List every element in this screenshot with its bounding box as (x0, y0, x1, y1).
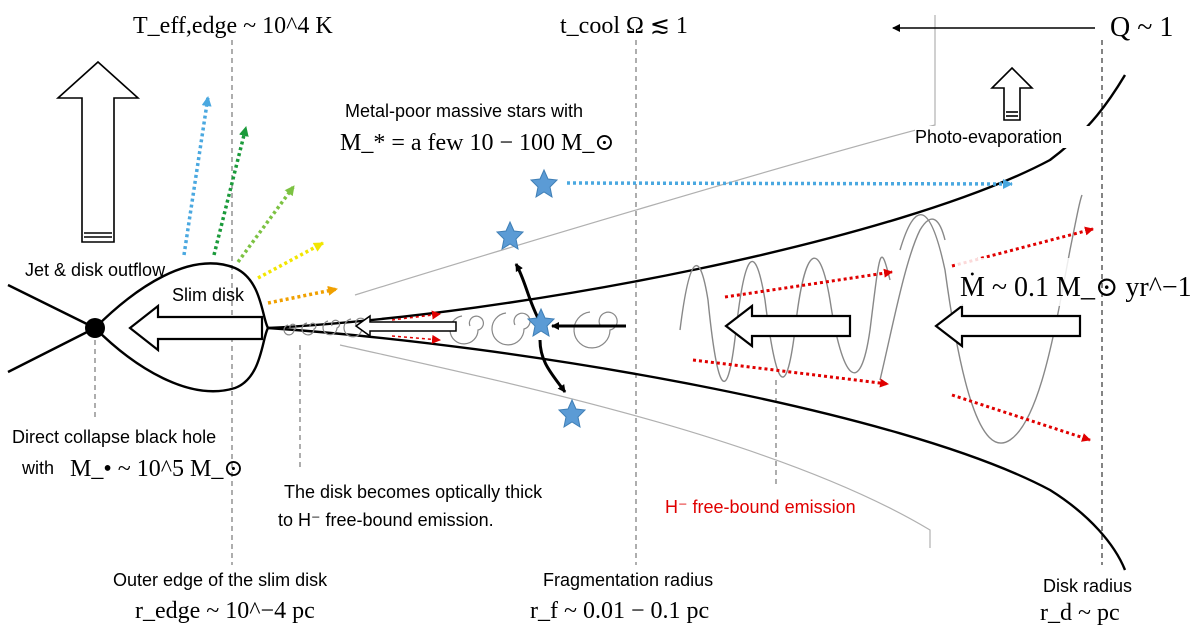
radiation-arrow-green (212, 126, 249, 256)
disk-radius-label: Disk radius (1043, 576, 1132, 596)
frag-radius-label: Fragmentation radius (543, 570, 713, 590)
radiation-arrow-lightgreen (236, 184, 296, 264)
black-hole-icon (85, 318, 105, 338)
star-icon (495, 220, 525, 251)
outer-disk-upper (267, 74, 1127, 330)
optically-thick-line2: to H⁻ free-bound emission. (278, 510, 494, 530)
r-edge-label: r_edge ~ 10^−4 pc (135, 598, 315, 624)
reference-lines (94, 40, 1103, 565)
inner-inflow-arrow (354, 314, 457, 338)
stars (495, 168, 587, 429)
jet-outflow-label: Jet & disk outflow (25, 260, 166, 280)
outer-edge-label: Outer edge of the slim disk (113, 570, 328, 590)
radiation-arrow-yellow (257, 241, 324, 280)
dcbh-label-line1: Direct collapse black hole (12, 427, 216, 447)
slim-disk-inflow-arrow (128, 303, 264, 353)
slim-disk-label: Slim disk (172, 285, 245, 305)
hminus-emission-label: H⁻ free-bound emission (665, 497, 856, 517)
t-cool-label: t_cool Ω ≲ 1 (560, 13, 688, 39)
lower-guide-line (339, 344, 931, 548)
outer-disk-lower (267, 326, 1127, 571)
photoevaporation-arrow-icon (990, 66, 1034, 121)
jet-arrow-icon (55, 60, 141, 243)
slim-disk-upper (94, 262, 270, 329)
left-cross-lower (7, 326, 96, 374)
guide-lines (339, 15, 936, 548)
disk-waves (679, 194, 1083, 444)
r-f-label: r_f ~ 0.01 − 0.1 pc (530, 598, 709, 624)
inflow-arrows (128, 303, 1082, 353)
outer-inflow-arrow (934, 303, 1082, 349)
mid-inflow-arrow (724, 303, 852, 349)
r-d-label: r_d ~ pc (1040, 600, 1120, 626)
photo-evaporation-label: Photo-evaporation (915, 127, 1062, 147)
t-eff-edge-label: T_eff,edge ~ 10^4 K (133, 13, 333, 39)
dcbh-mass-label: M_• ~ 10^5 M_⊙ (70, 456, 243, 482)
star-ejection-arrows (514, 263, 626, 393)
metal-poor-title: Metal-poor massive stars with (345, 101, 583, 121)
mdot-label: Ṁ ~ 0.1 M_⊙ yr^−1 (960, 272, 1192, 303)
star-icon (529, 168, 559, 199)
metal-poor-mass: M_* = a few 10 − 100 M_⊙ (340, 130, 615, 156)
left-cross-upper (7, 283, 96, 330)
radiation-arrow-blue (182, 96, 212, 256)
star-icon (557, 398, 587, 429)
slim-disk-lower (94, 327, 270, 393)
upper-guide-line (354, 15, 936, 296)
radiation-arrows (182, 96, 1013, 305)
radiation-arrow-orange (267, 285, 338, 305)
q-label: Q ~ 1 (1110, 12, 1173, 43)
dcbh-label-prefix: with (21, 458, 54, 478)
radiation-arrow-star-blue (566, 178, 1013, 189)
optically-thick-line1: The disk becomes optically thick (284, 482, 543, 502)
disk-outline (7, 74, 1127, 571)
star-icon (526, 307, 556, 338)
